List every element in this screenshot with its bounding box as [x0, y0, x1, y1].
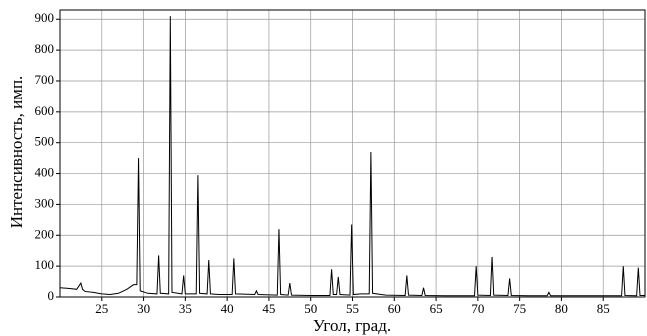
x-axis-title: Угол, град. — [313, 316, 391, 335]
x-tick-label: 55 — [346, 301, 359, 316]
x-tick-label: 60 — [388, 301, 401, 316]
x-tick-label: 85 — [597, 301, 610, 316]
data-line — [59, 16, 645, 297]
y-tick-label: 100 — [35, 257, 55, 272]
x-tick-label: 45 — [262, 301, 275, 316]
x-tick-label: 25 — [95, 301, 108, 316]
x-tick-label: 65 — [430, 301, 443, 316]
y-tick-label: 600 — [35, 103, 55, 118]
y-tick-label: 700 — [35, 72, 55, 87]
y-tick-label: 500 — [35, 134, 55, 149]
x-tick-label: 40 — [221, 301, 234, 316]
y-tick-label: 900 — [35, 10, 55, 25]
x-tick-label: 30 — [137, 301, 150, 316]
y-tick-label: 400 — [35, 165, 55, 180]
y-tick-label: 300 — [35, 195, 55, 210]
x-tick-label: 80 — [555, 301, 568, 316]
plot-frame — [59, 9, 646, 298]
x-tick-label: 70 — [471, 301, 484, 316]
x-tick-label: 75 — [513, 301, 526, 316]
x-tick-label: 50 — [304, 301, 317, 316]
y-axis-title: Интенсивность, имп. — [7, 76, 26, 229]
y-tick-label: 200 — [35, 226, 55, 241]
y-tick-label: 800 — [35, 41, 55, 56]
x-tick-label: 35 — [179, 301, 192, 316]
y-tick-label: 0 — [48, 288, 55, 303]
